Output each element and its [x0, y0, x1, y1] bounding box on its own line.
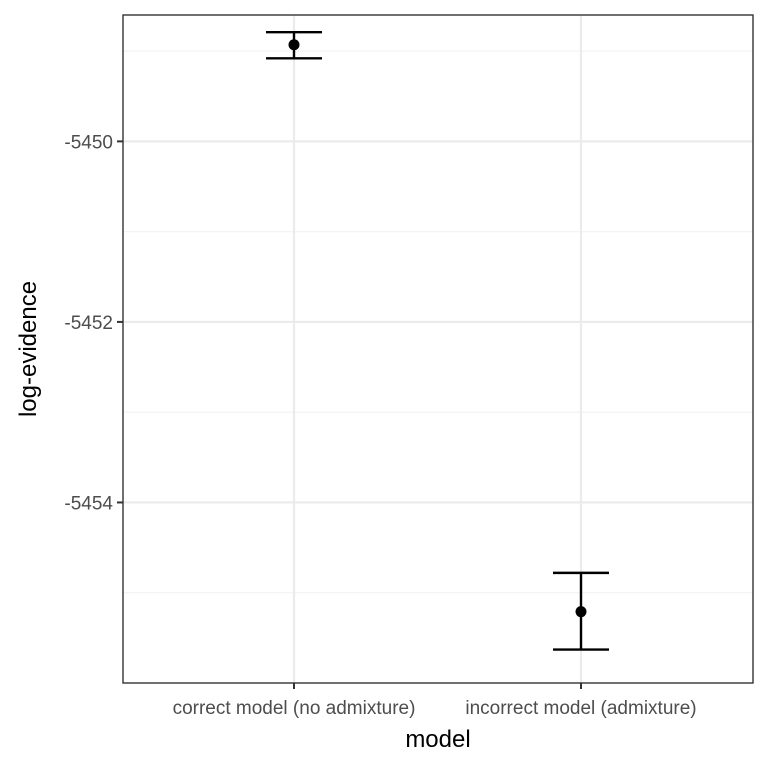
- y-tick-label-0: -5450: [64, 132, 113, 153]
- y-tick-label-1: -5452: [64, 313, 113, 334]
- x-tick-labels: correct model (no admixture) incorrect mo…: [173, 698, 697, 719]
- grid-major: [123, 15, 753, 683]
- data-point-1: [575, 606, 587, 618]
- data-point-0: [288, 39, 300, 51]
- grid-minor: [123, 50, 753, 594]
- panel-border: [122, 14, 754, 684]
- axis-ticks: [117, 140, 582, 689]
- y-axis-title: log-evidence: [15, 281, 42, 417]
- x-axis-title: model: [405, 726, 470, 753]
- data-marks: [266, 30, 609, 651]
- y-tick-label-2: -5454: [64, 493, 113, 514]
- x-tick-label-1: incorrect model (admixture): [465, 698, 696, 719]
- x-tick-label-0: correct model (no admixture): [173, 698, 416, 719]
- y-tick-labels: -5450 -5452 -5454: [64, 132, 113, 514]
